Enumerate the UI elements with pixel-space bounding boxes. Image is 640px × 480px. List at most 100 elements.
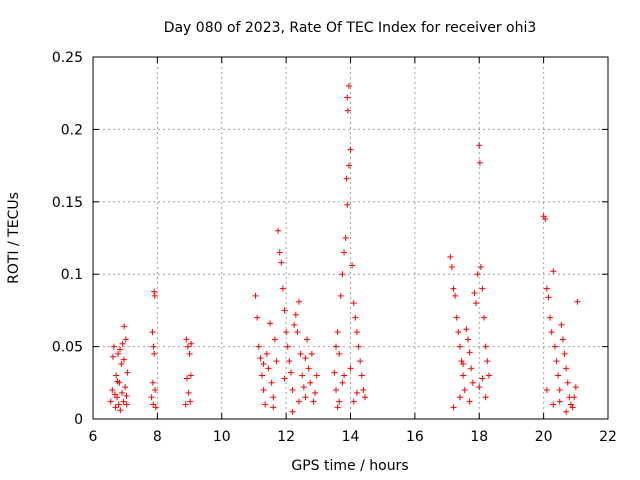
x-tick-label: 12 [277, 429, 295, 445]
data-point-plus [278, 259, 285, 266]
data-point-plus [344, 201, 351, 208]
data-point-plus [182, 401, 189, 408]
data-point-plus [289, 387, 296, 394]
data-point-plus [448, 263, 455, 270]
data-point-plus [302, 355, 309, 362]
data-point-plus [333, 387, 340, 394]
data-point-plus [257, 355, 264, 362]
data-point-plus [276, 249, 283, 256]
y-tick-label: 0.2 [61, 122, 83, 138]
x-tick-label: 20 [535, 429, 553, 445]
data-point-plus [313, 372, 320, 379]
data-point-plus [312, 389, 319, 396]
data-point-plus [121, 323, 128, 330]
chart-title: Day 080 of 2023, Rate Of TEC Index for r… [164, 20, 537, 36]
data-point-plus [572, 384, 579, 391]
data-point-plus [452, 292, 459, 299]
data-point-plus [341, 249, 348, 256]
data-point-plus [287, 369, 294, 376]
y-tick-label: 0.25 [52, 50, 83, 66]
data-point-plus [291, 321, 298, 328]
data-point-plus [331, 369, 338, 376]
data-point-plus [353, 329, 360, 336]
data-point-plus [260, 360, 267, 367]
data-point-plus [551, 343, 558, 350]
data-point-plus [270, 404, 277, 411]
data-point-plus [114, 378, 121, 385]
x-tick-label: 22 [599, 429, 617, 445]
data-point-plus [110, 343, 117, 350]
data-point-plus [188, 340, 195, 347]
data-point-plus [477, 263, 484, 270]
data-point-plus [109, 353, 116, 360]
data-point-plus [569, 404, 576, 411]
data-point-plus [273, 358, 280, 365]
x-axis-label: GPS time / hours [291, 458, 408, 474]
data-point-plus [450, 404, 457, 411]
data-point-plus [300, 384, 307, 391]
data-point-plus [265, 365, 272, 372]
data-point-plus [151, 292, 158, 299]
data-point-plus [352, 314, 359, 321]
data-point-plus [345, 82, 352, 89]
data-point-plus [469, 379, 476, 386]
data-point-plus [547, 314, 554, 321]
data-point-plus [334, 329, 341, 336]
data-point-plus [455, 329, 462, 336]
data-point-plus [545, 294, 552, 301]
data-point-plus [333, 343, 340, 350]
data-point-plus [561, 350, 568, 357]
data-point-plus [476, 142, 483, 149]
data-point-plus [263, 350, 270, 357]
data-point-plus [476, 384, 483, 391]
data-point-plus [466, 349, 473, 356]
data-point-plus [353, 389, 360, 396]
data-point-plus [543, 285, 550, 292]
data-point-plus [482, 394, 489, 401]
data-point-plus [350, 300, 357, 307]
data-point-plus [296, 298, 302, 305]
data-point-plus [262, 401, 269, 408]
data-point-plus [571, 394, 578, 401]
data-point-plus [360, 387, 367, 394]
data-point-plus [120, 356, 127, 363]
data-point-plus [341, 372, 348, 379]
data-point-plus [466, 398, 473, 405]
grid-lines [93, 57, 608, 419]
data-point-plus [349, 262, 356, 269]
data-point-plus [267, 320, 274, 327]
data-point-plus [310, 398, 317, 405]
data-point-plus [476, 159, 483, 166]
data-point-plus [347, 365, 354, 372]
data-point-plus [464, 336, 471, 343]
y-tick-label: 0.1 [61, 267, 83, 283]
data-point-plus [344, 94, 351, 101]
data-point-plus [289, 408, 296, 415]
data-point-plus [563, 365, 570, 372]
data-point-plus [361, 394, 368, 401]
data-point-plus [456, 394, 463, 401]
data-points [107, 82, 581, 415]
data-point-plus [481, 314, 488, 321]
data-point-plus [305, 365, 312, 372]
data-point-plus [119, 340, 126, 347]
data-point-plus [558, 321, 565, 328]
data-point-plus [299, 372, 306, 379]
data-point-plus [283, 329, 290, 336]
data-point-plus [479, 285, 486, 292]
data-point-plus [336, 398, 343, 405]
data-point-plus [279, 285, 286, 292]
data-point-plus [117, 346, 124, 353]
data-point-plus [564, 379, 571, 386]
data-point-plus [471, 290, 478, 297]
data-point-plus [336, 350, 343, 357]
data-point-plus [456, 343, 463, 350]
data-point-plus [357, 358, 364, 365]
data-point-plus [453, 314, 460, 321]
data-point-plus [118, 360, 125, 367]
data-point-plus [574, 298, 581, 305]
data-point-plus [284, 343, 291, 350]
data-point-plus [148, 394, 155, 401]
y-axis-label: ROTI / TECUs [6, 192, 22, 284]
